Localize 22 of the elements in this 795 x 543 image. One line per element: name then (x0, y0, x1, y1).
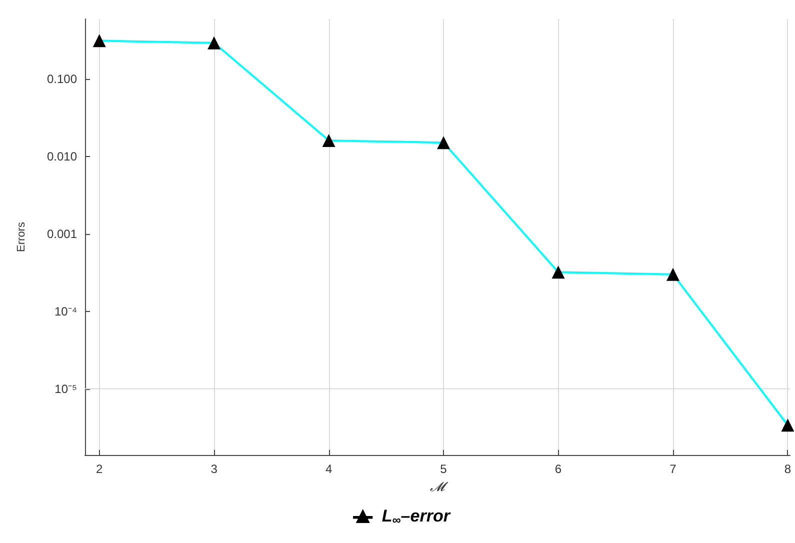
point (781, 418, 794, 432)
point (322, 134, 336, 147)
point (92, 34, 106, 48)
x-tick-label: 6 (554, 462, 562, 476)
y-axis-title: Errors (16, 222, 28, 252)
point (666, 268, 680, 281)
x-tick-label: 7 (670, 462, 677, 476)
x-tick-label: 3 (210, 462, 218, 476)
y-tick-label: 10⁻⁴ (54, 304, 77, 318)
point (552, 266, 565, 279)
x-tick-label: 2 (96, 462, 103, 476)
y-tick-label: 0.100 (46, 72, 78, 86)
y-tick-label: 0.001 (46, 226, 78, 241)
x-axis-title: 𝓜 (430, 480, 449, 495)
legend-label: L∞–error (382, 506, 452, 527)
x-tick-label: 4 (325, 462, 332, 476)
point (437, 136, 450, 150)
point (208, 36, 221, 50)
y-tick-label: 0.010 (46, 149, 78, 164)
y-tick-label: 10⁻⁵ (54, 382, 78, 396)
x-tick-label: 5 (440, 462, 448, 476)
x-tick-label: 8 (784, 462, 792, 476)
